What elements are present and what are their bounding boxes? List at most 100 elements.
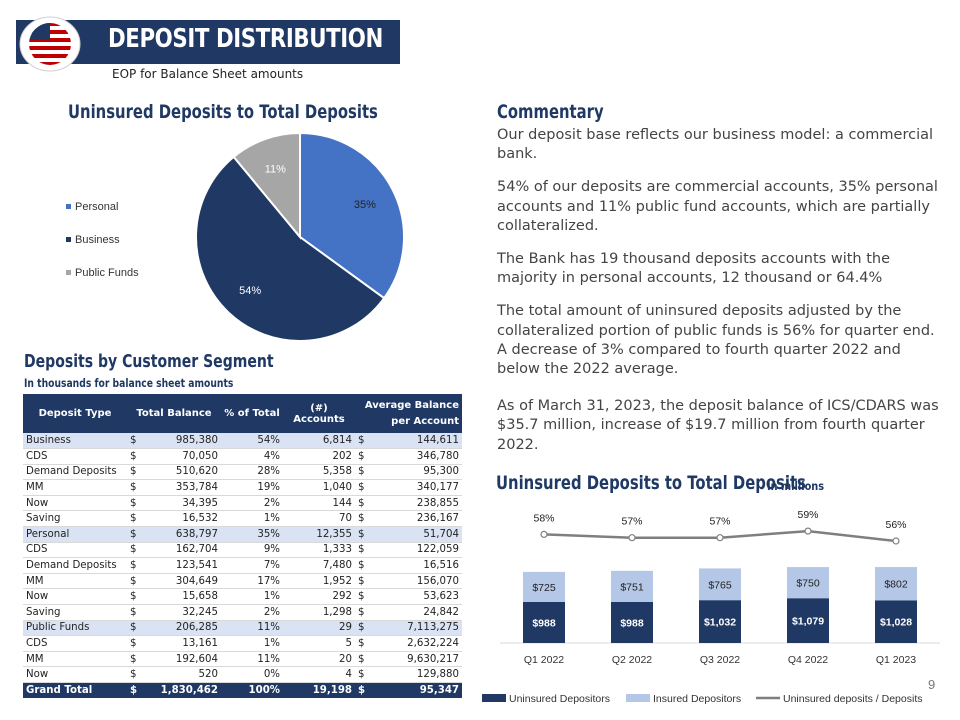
table-row: MM $192,604 11% 20 $9,630,217 [23, 651, 462, 668]
cell-balance: 353,784 [141, 479, 221, 496]
bar-uninsured [523, 601, 565, 643]
line-point-label: 56% [885, 519, 906, 531]
cell-pct: 9% [221, 542, 283, 559]
cell-accounts: 20 [283, 651, 355, 668]
legend-swatch [66, 270, 71, 275]
bar-label-uninsured: $988 [620, 617, 644, 629]
cell-type: Saving [23, 604, 127, 621]
cell-currency: $ [355, 620, 369, 637]
cell-currency: $ [127, 495, 141, 512]
cell-avg: 238,855 [369, 495, 462, 512]
cell-avg: 129,880 [369, 666, 462, 683]
legend-swatch [66, 237, 71, 242]
cell-currency: $ [355, 666, 369, 683]
cell-currency: $ [127, 479, 141, 496]
line-point [540, 530, 548, 539]
cell-currency: $ [355, 682, 369, 699]
cell-avg: 346,780 [369, 448, 462, 465]
bar-chart-subtitle: In millions [767, 479, 825, 493]
cell-balance: 206,285 [141, 620, 221, 637]
bar-label-insured: $750 [796, 578, 820, 590]
cell-pct: 2% [221, 604, 283, 621]
cell-currency: $ [355, 588, 369, 606]
cell-currency: $ [355, 651, 369, 668]
table-row: Personal $638,797 35% 12,355 $51,704 [23, 526, 462, 543]
cell-avg: 156,070 [369, 573, 462, 590]
cell-pct: 1% [221, 588, 283, 606]
pie-chart-title: Uninsured Deposits to Total Deposits [68, 101, 378, 123]
bar-label-uninsured: $1,028 [880, 617, 912, 629]
commentary-body: Our deposit base reflects our business m… [497, 126, 947, 469]
pie-chart: 35% 54% 11% [195, 131, 405, 342]
legend-label: Public Funds [75, 266, 139, 279]
bar-insured [699, 568, 741, 601]
cell-pct: 11% [221, 651, 283, 668]
commentary-paragraph: The Bank has 19 thousand deposits accoun… [497, 251, 891, 287]
line-point [716, 534, 724, 542]
cell-avg: 2,632,224 [369, 635, 462, 652]
cell-currency: $ [355, 479, 369, 496]
cell-currency: $ [127, 651, 141, 668]
bar-chart: $988 $725 Q1 2022 $988 $751 Q2 2022 $1,032 $765… [482, 509, 940, 705]
bar-label-uninsured: $1,079 [792, 616, 824, 628]
cell-type: Now [23, 588, 127, 606]
table-row: MM $353,784 19% 1,040 $340,177 [23, 479, 462, 496]
cell-accounts: 202 [283, 448, 355, 465]
cell-balance: 16,532 [141, 510, 221, 528]
cell-currency: $ [355, 635, 369, 652]
table-row: Demand Deposits $123,541 7% 7,480 $16,516 [23, 557, 462, 574]
cell-currency: $ [127, 510, 141, 528]
table-row: Saving $32,245 2% 1,298 $24,842 [23, 604, 462, 621]
cell-avg: 340,177 [369, 479, 462, 496]
cell-balance: 162,704 [141, 542, 221, 559]
cell-avg: 51,704 [369, 526, 462, 543]
cell-currency: $ [127, 526, 141, 543]
cell-type: MM [23, 651, 127, 668]
legend-swatch [482, 694, 506, 702]
cell-currency: $ [127, 433, 141, 450]
legend-label: Uninsured Depositors [509, 693, 610, 705]
col-header-type: Deposit Type [23, 394, 127, 433]
bar-insured [523, 571, 565, 602]
cell-currency: $ [355, 557, 369, 574]
bar-label-insured: $765 [708, 579, 732, 591]
line-point-label: 57% [621, 516, 642, 528]
cell-currency: $ [355, 542, 369, 559]
pie-slice-label: 54% [239, 285, 261, 297]
cell-currency: $ [355, 510, 369, 528]
pie-legend: Personal Business Public Funds [66, 190, 139, 289]
cell-type: MM [23, 573, 127, 590]
table-row: MM $304,649 17% 1,952 $156,070 [23, 573, 462, 590]
cell-balance: 304,649 [141, 573, 221, 590]
bar-label-uninsured: $988 [532, 617, 556, 629]
bar-insured [875, 567, 917, 601]
cell-accounts: 12,355 [283, 526, 355, 543]
cell-accounts: 5 [283, 635, 355, 652]
legend-swatch [626, 694, 650, 702]
cell-type: Now [23, 495, 127, 512]
pie-slice-public-funds [232, 131, 301, 240]
table-row: CDS $70,050 4% 202 $346,780 [23, 448, 462, 465]
page-subtitle: EOP for Balance Sheet amounts [112, 67, 304, 81]
cell-currency: $ [127, 542, 141, 559]
cell-accounts: 7,480 [283, 557, 355, 574]
cell-balance: 510,620 [141, 464, 221, 481]
pie-slice-business [195, 155, 386, 342]
x-tick-label: Q1 2022 [524, 654, 564, 666]
line-point-label: 57% [709, 516, 730, 528]
col-header-pct: % of Total [221, 394, 283, 433]
cell-balance: 34,395 [141, 495, 221, 512]
cell-type: Demand Deposits [23, 557, 127, 574]
legend-label: Business [75, 233, 120, 246]
cell-currency: $ [127, 620, 141, 637]
cell-avg: 95,347 [369, 682, 462, 699]
cell-pct: 1% [221, 510, 283, 528]
cell-currency: $ [355, 448, 369, 465]
cell-accounts: 292 [283, 588, 355, 606]
cell-currency: $ [355, 604, 369, 621]
table-header-row: Deposit Type Total Balance % of Total (#… [23, 394, 462, 433]
cell-type: Personal [23, 526, 127, 543]
cell-currency: $ [127, 666, 141, 683]
table-row: Now $15,658 1% 292 $53,623 [23, 588, 462, 606]
cell-pct: 35% [221, 526, 283, 543]
